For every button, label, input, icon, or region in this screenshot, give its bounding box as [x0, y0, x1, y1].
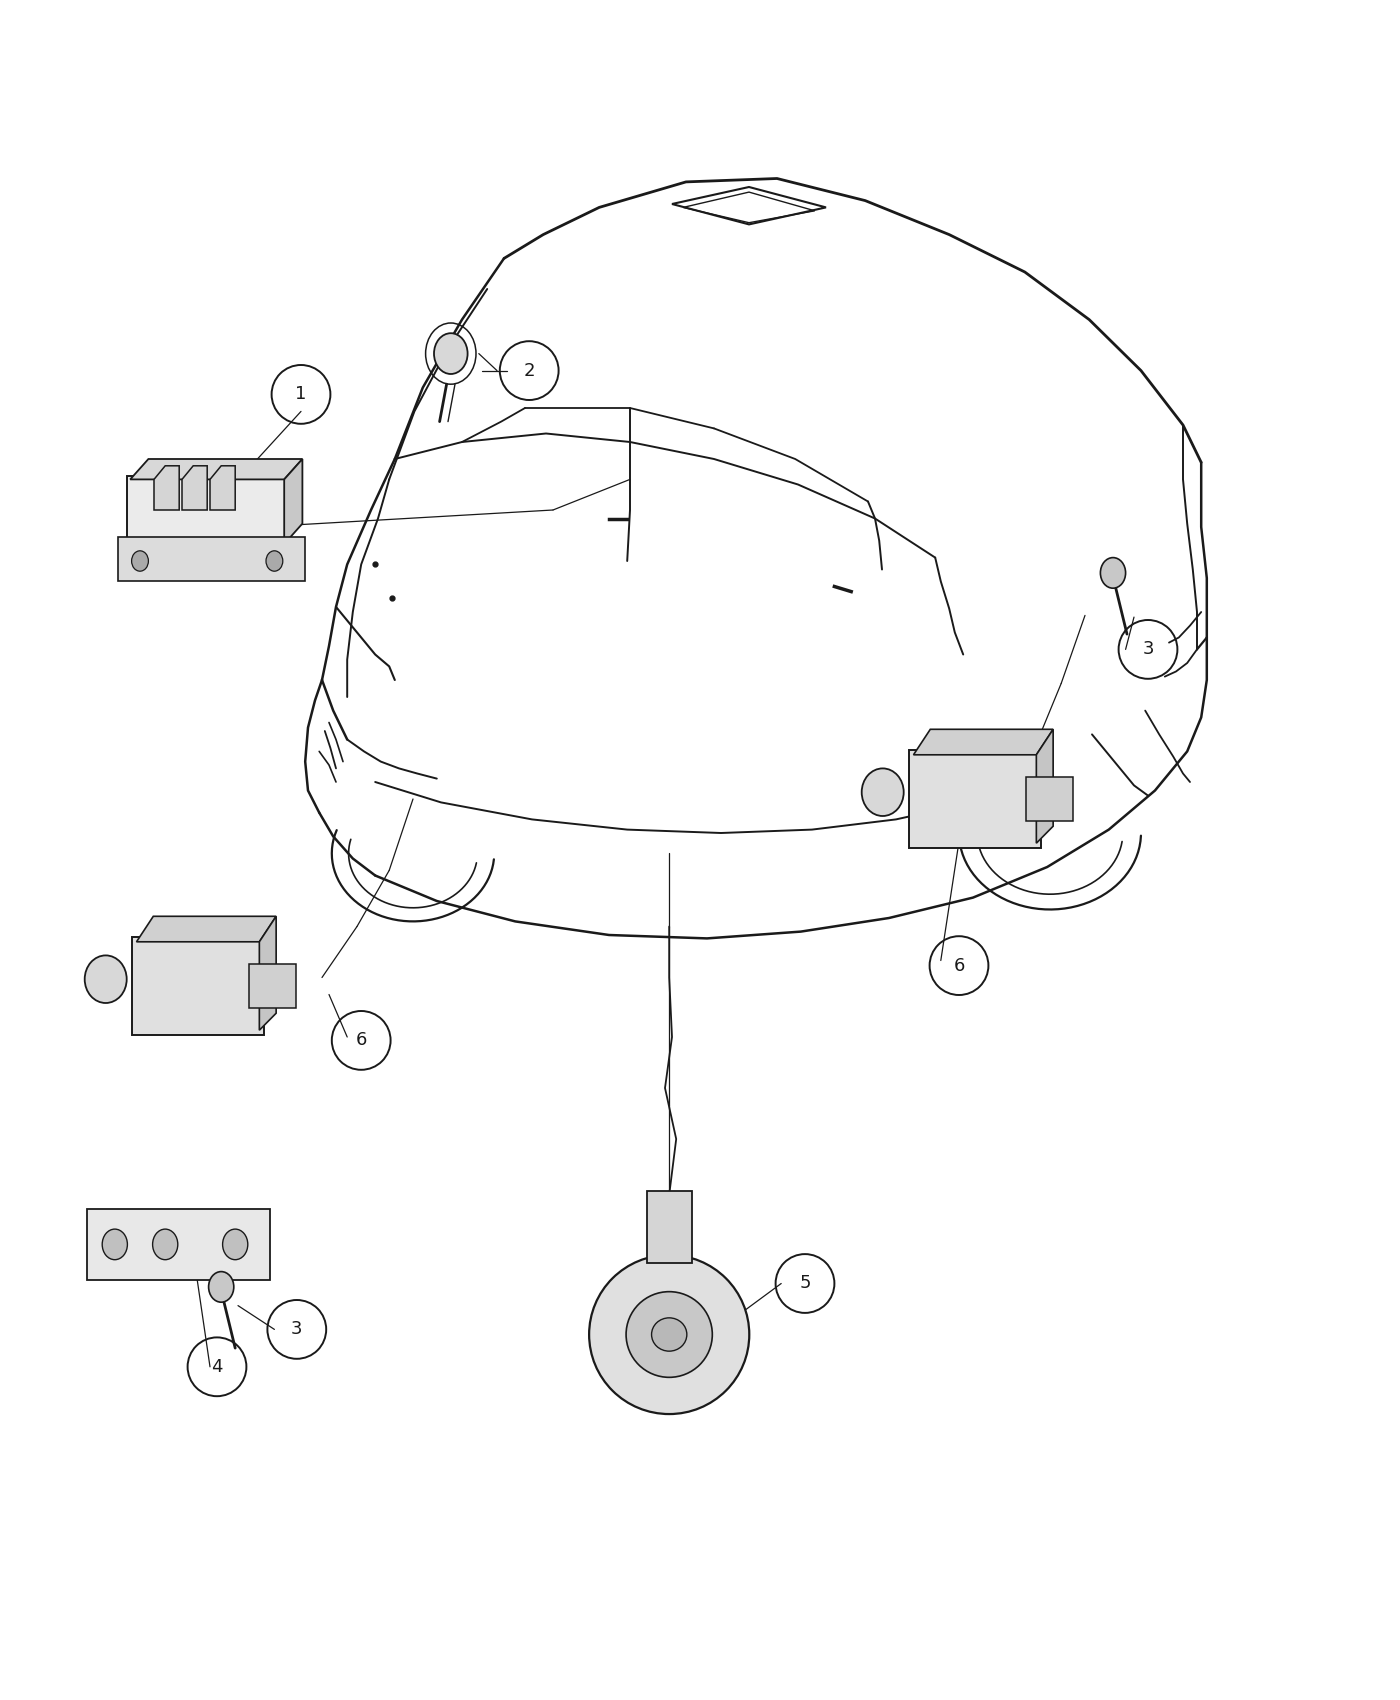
Circle shape	[223, 1229, 248, 1260]
Circle shape	[153, 1229, 178, 1260]
FancyBboxPatch shape	[87, 1209, 270, 1280]
Polygon shape	[1036, 729, 1053, 843]
Ellipse shape	[861, 768, 904, 816]
FancyBboxPatch shape	[1025, 777, 1072, 821]
Text: 1: 1	[295, 386, 307, 403]
Text: 6: 6	[953, 957, 965, 974]
Polygon shape	[154, 466, 179, 510]
Ellipse shape	[589, 1255, 749, 1414]
Text: 6: 6	[356, 1032, 367, 1049]
Text: 3: 3	[291, 1321, 302, 1338]
Circle shape	[132, 551, 148, 571]
Polygon shape	[130, 459, 302, 479]
Circle shape	[266, 551, 283, 571]
FancyBboxPatch shape	[910, 750, 1040, 848]
Text: 3: 3	[1142, 641, 1154, 658]
Polygon shape	[284, 459, 302, 544]
Polygon shape	[137, 916, 276, 942]
FancyBboxPatch shape	[118, 537, 305, 581]
FancyBboxPatch shape	[249, 964, 297, 1008]
Text: 5: 5	[799, 1275, 811, 1292]
Ellipse shape	[626, 1292, 713, 1377]
FancyBboxPatch shape	[133, 937, 263, 1035]
Text: 2: 2	[524, 362, 535, 379]
Text: 4: 4	[211, 1358, 223, 1375]
Circle shape	[209, 1272, 234, 1302]
Polygon shape	[913, 729, 1053, 755]
Polygon shape	[182, 466, 207, 510]
FancyBboxPatch shape	[127, 476, 287, 547]
Circle shape	[102, 1229, 127, 1260]
Circle shape	[1100, 558, 1126, 588]
Polygon shape	[259, 916, 276, 1030]
Ellipse shape	[85, 955, 127, 1003]
Polygon shape	[210, 466, 235, 510]
Circle shape	[434, 333, 468, 374]
FancyBboxPatch shape	[647, 1192, 692, 1263]
Ellipse shape	[651, 1318, 687, 1352]
